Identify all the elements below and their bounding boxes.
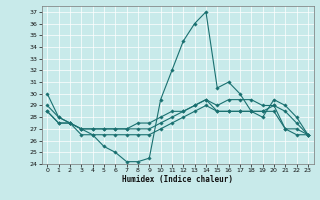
X-axis label: Humidex (Indice chaleur): Humidex (Indice chaleur) [122,175,233,184]
